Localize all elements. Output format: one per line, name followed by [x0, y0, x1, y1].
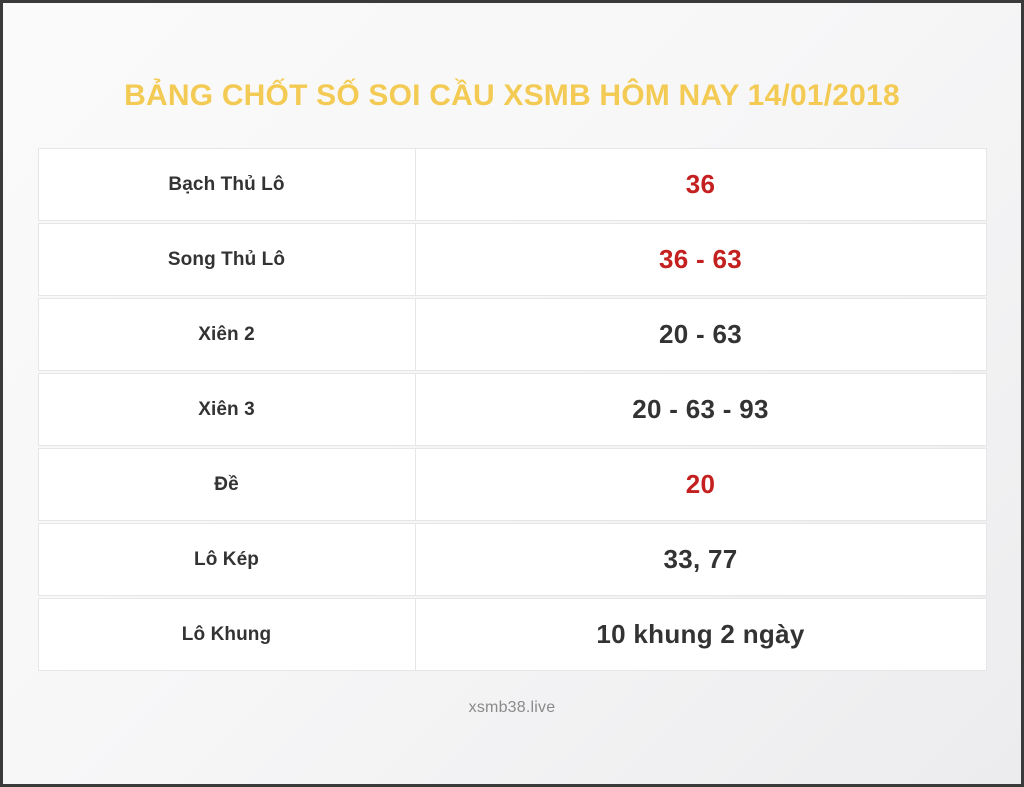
row-label: Đề — [39, 449, 416, 520]
row-value: 10 khung 2 ngày — [596, 619, 805, 649]
row-value: 36 — [685, 169, 716, 199]
table-row: Song Thủ Lô 36 - 63 — [37, 223, 987, 296]
row-label: Xiên 3 — [39, 374, 416, 445]
table-row: Xiên 2 20 - 63 — [37, 298, 987, 371]
table-row: Xiên 3 20 - 63 - 93 — [37, 373, 987, 446]
table-row: Lô Kép 33, 77 — [37, 523, 987, 596]
footer-site-name: xsmb38.live — [468, 699, 556, 716]
table-row: Bạch Thủ Lô 36 — [37, 148, 987, 221]
row-label: Lô Khung — [39, 599, 416, 670]
row-value: 33, 77 — [663, 544, 738, 574]
table-row: Đề 20 — [37, 448, 987, 521]
table-row: Lô Khung 10 khung 2 ngày — [37, 598, 987, 671]
row-label: Song Thủ Lô — [39, 224, 416, 295]
row-value: 36 - 63 — [658, 244, 743, 274]
row-value: 20 - 63 — [658, 319, 743, 349]
row-value: 20 — [685, 469, 716, 499]
row-value: 20 - 63 - 93 — [632, 394, 769, 424]
row-label: Lô Kép — [39, 524, 416, 595]
row-label: Bạch Thủ Lô — [39, 149, 416, 220]
prediction-table: Bạch Thủ Lô 36 Song Thủ Lô 36 - 63 Xiên … — [37, 148, 987, 671]
row-label: Xiên 2 — [39, 299, 416, 370]
page-title: BẢNG CHỐT SỐ SOI CẦU XSMB HÔM NAY 14/01/… — [124, 79, 900, 112]
